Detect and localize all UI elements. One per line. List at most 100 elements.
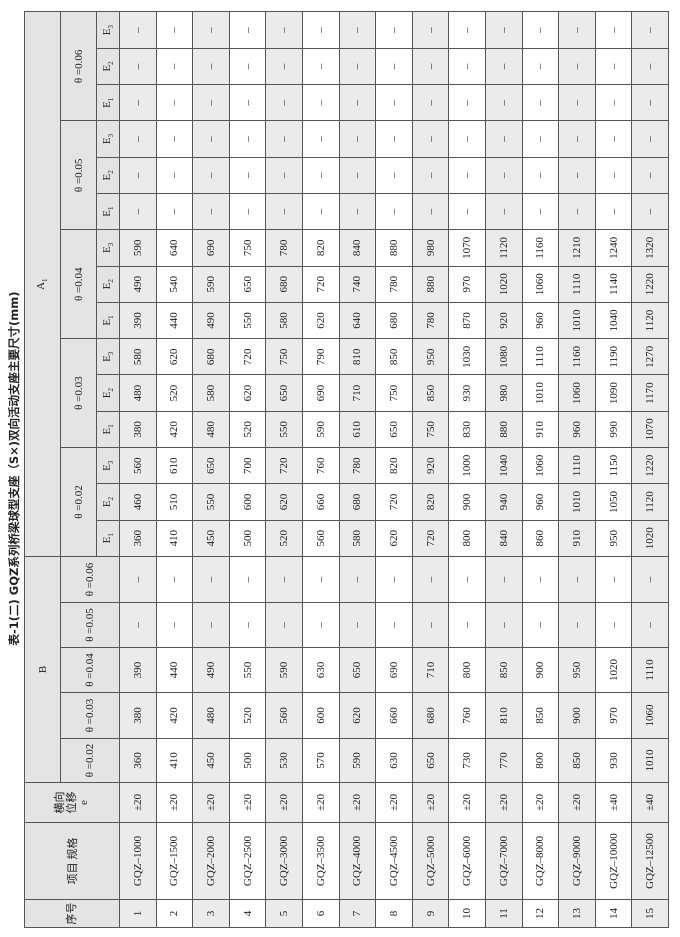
cell-B: – bbox=[302, 602, 340, 648]
table-row: 10 GQZ–6000 ±20 730 760 800– –800 900 1000 830 930… bbox=[448, 11, 486, 928]
header-E3: E3 bbox=[96, 120, 120, 158]
cell-A1: 750 bbox=[375, 374, 413, 412]
cell-e: ±20 bbox=[192, 782, 230, 823]
cell-no: 14 bbox=[595, 899, 632, 928]
cell-A1: – bbox=[302, 84, 340, 121]
cell-A1: – bbox=[156, 120, 193, 158]
cell-A1: 520 bbox=[265, 520, 303, 557]
cell-B: 420 bbox=[156, 692, 193, 739]
header-E-label: E bbox=[100, 355, 113, 362]
cell-A1: 710 bbox=[339, 374, 376, 412]
cell-B: 630 bbox=[302, 647, 340, 693]
cell-A1: 1070 bbox=[448, 229, 486, 267]
cell-A1: – bbox=[229, 48, 266, 85]
cell-B: 730 bbox=[448, 738, 486, 783]
cell-B: 660 bbox=[375, 692, 413, 739]
cell-B: 1020 bbox=[595, 647, 632, 693]
cell-A1: – bbox=[412, 84, 449, 121]
cell-A1: 620 bbox=[229, 374, 266, 412]
cell-A1: – bbox=[595, 48, 632, 85]
cell-A1: – bbox=[375, 157, 413, 194]
cell-A1: 690 bbox=[302, 374, 340, 412]
table-row: 1 GQZ–1000 ±20 360 380 390– –360 460 560 380 480 58… bbox=[119, 11, 157, 928]
cell-B: – bbox=[412, 602, 449, 648]
cell-A1: 740 bbox=[339, 266, 376, 303]
header-e: 横向 位移 e bbox=[24, 782, 120, 823]
cell-A1: 930 bbox=[448, 374, 486, 412]
cell-A1: – bbox=[229, 120, 266, 158]
cell-A1: – bbox=[375, 48, 413, 85]
cell-A1: 540 bbox=[156, 266, 193, 303]
cell-A1: 410 bbox=[156, 520, 193, 557]
cell-A1: 760 bbox=[302, 447, 340, 484]
cell-A1: – bbox=[595, 11, 632, 49]
cell-B: – bbox=[302, 556, 340, 603]
header-spec: 项目 规格 bbox=[24, 822, 120, 900]
cell-A1: – bbox=[522, 157, 559, 194]
cell-spec: GQZ–10000 bbox=[595, 822, 632, 900]
cell-A1: – bbox=[156, 157, 193, 194]
cell-B: – bbox=[522, 556, 559, 603]
cell-A1: – bbox=[192, 120, 230, 158]
cell-A1: – bbox=[412, 157, 449, 194]
cell-A1: – bbox=[522, 11, 559, 49]
header-E-label: E bbox=[100, 318, 113, 326]
cell-B: 950 bbox=[558, 647, 596, 693]
cell-A1: 650 bbox=[229, 266, 266, 303]
cell-A1: 790 bbox=[302, 338, 340, 375]
cell-B: 1060 bbox=[631, 692, 669, 739]
cell-A1: 1060 bbox=[558, 374, 596, 412]
cell-A1: 550 bbox=[229, 302, 266, 339]
cell-A1: 480 bbox=[119, 374, 157, 412]
cell-A1: 660 bbox=[302, 483, 340, 521]
cell-A1: – bbox=[485, 193, 523, 230]
cell-A1: 840 bbox=[339, 229, 376, 267]
cell-e: ±20 bbox=[448, 782, 486, 823]
cell-spec: GQZ–5000 bbox=[412, 822, 449, 900]
header-E-sub: 2 bbox=[107, 387, 116, 392]
header-E3: E3 bbox=[96, 229, 120, 267]
cell-B: 490 bbox=[192, 647, 230, 693]
cell-no: 10 bbox=[448, 899, 486, 928]
cell-A1: 1140 bbox=[595, 266, 632, 303]
cell-A1: 1040 bbox=[485, 447, 523, 484]
cell-B: 900 bbox=[522, 647, 559, 693]
cell-A1: 580 bbox=[119, 338, 157, 375]
header-B-theta-2: θ =0.04 bbox=[60, 647, 120, 693]
header-E-label: E bbox=[100, 500, 113, 508]
header-A1-theta-2: θ =0.04 bbox=[60, 229, 97, 339]
cell-A1: 780 bbox=[375, 266, 413, 303]
cell-spec: GQZ–8000 bbox=[522, 822, 559, 900]
cell-A1: 720 bbox=[229, 338, 266, 375]
cell-A1: – bbox=[192, 193, 230, 230]
cell-A1: 1040 bbox=[595, 302, 632, 339]
cell-A1: – bbox=[339, 84, 376, 121]
cell-A1: – bbox=[631, 84, 669, 121]
cell-no: 2 bbox=[156, 899, 193, 928]
cell-A1: – bbox=[156, 193, 193, 230]
cell-no: 4 bbox=[229, 899, 266, 928]
cell-e: ±20 bbox=[265, 782, 303, 823]
cell-B: 1110 bbox=[631, 647, 669, 693]
table-row: 7 GQZ–4000 ±20 590 620 650– –580 680 780 610 710 81… bbox=[339, 11, 376, 928]
cell-A1: 1060 bbox=[522, 266, 559, 303]
table-row: 15 GQZ–12500 ±40 1010 1060 1110– –1020 1120 1220… bbox=[631, 11, 669, 928]
cell-A1: 720 bbox=[375, 483, 413, 521]
cell-A1: 490 bbox=[192, 302, 230, 339]
cell-A1: 1170 bbox=[631, 374, 669, 412]
cell-A1: 620 bbox=[302, 302, 340, 339]
cell-A1: 480 bbox=[192, 411, 230, 448]
cell-A1: 680 bbox=[339, 483, 376, 521]
cell-A1: 1010 bbox=[558, 302, 596, 339]
cell-A1: 880 bbox=[375, 229, 413, 267]
header-E-sub: 1 bbox=[107, 533, 116, 537]
cell-A1: – bbox=[558, 157, 596, 194]
header-E3: E3 bbox=[96, 447, 120, 484]
header-A1-theta-0: θ =0.02 bbox=[60, 447, 97, 557]
cell-A1: – bbox=[302, 157, 340, 194]
cell-no: 6 bbox=[302, 899, 340, 928]
header-E-label: E bbox=[100, 464, 113, 471]
cell-A1: 1120 bbox=[485, 229, 523, 267]
header-E2: E2 bbox=[96, 483, 120, 521]
